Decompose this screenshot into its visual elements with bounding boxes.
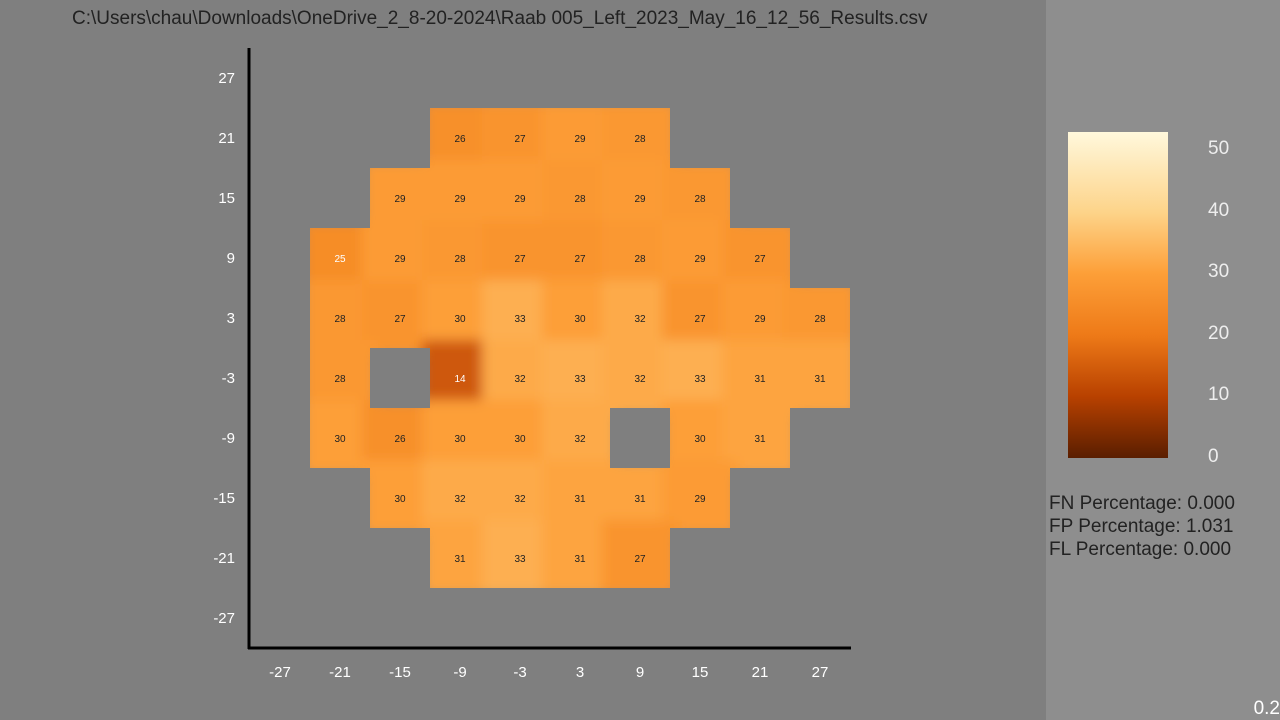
cell-value-label: 28 [814, 314, 826, 325]
cell-value-label: 30 [574, 314, 586, 325]
cell-value-label: 29 [394, 254, 406, 265]
x-tick-labels: -27 -21 -15 -9 -3 3 9 15 21 27 [269, 664, 828, 681]
heatmap-cells [310, 108, 850, 588]
cell-value-label: 33 [574, 374, 586, 385]
y-tick-label: -3 [222, 370, 235, 387]
x-tick-label: -15 [389, 664, 411, 681]
cell-value-label: 28 [334, 314, 346, 325]
colorbar-tick-label: 40 [1208, 199, 1230, 221]
file-path-title: C:\Users\chau\Downloads\OneDrive_2_8-20-… [72, 8, 928, 29]
y-tick-label: 21 [218, 130, 235, 147]
cell-value-label: 31 [814, 374, 826, 385]
cell-value-label: 25 [334, 254, 346, 265]
y-tick-label: -27 [213, 610, 235, 627]
cell-value-label: 28 [334, 374, 346, 385]
x-tick-label: -3 [513, 664, 526, 681]
x-tick-label: 21 [752, 664, 769, 681]
cell-value-label: 33 [514, 554, 526, 565]
colorbar-gradient [1068, 132, 1168, 458]
cell-value-label: 28 [454, 254, 466, 265]
cell-value-label: 30 [514, 434, 526, 445]
x-tick-label: -27 [269, 664, 291, 681]
cell-value-label: 27 [694, 314, 706, 325]
cell-value-label: 31 [454, 554, 466, 565]
fl-percentage: FL Percentage: 0.000 [1049, 539, 1232, 560]
cell-value-label: 28 [634, 254, 646, 265]
colorbar-tick-label: 10 [1208, 384, 1230, 406]
cell-value-label: 29 [694, 494, 706, 505]
cell-value-label: 32 [634, 374, 646, 385]
cell-value-label: 28 [694, 194, 706, 205]
version-label: 0.2 [1253, 698, 1280, 719]
colorbar [1068, 132, 1168, 458]
cell-value-label: 27 [514, 134, 526, 145]
cell-value-label: 32 [634, 314, 646, 325]
cell-value-label: 27 [754, 254, 766, 265]
colorbar-tick-label: 20 [1208, 322, 1230, 344]
visual-field-plot: 26 27 29 28 29 29 29 28 29 28 25 29 28 27 27 28 29 27 28 27… [213, 48, 851, 681]
fn-percentage: FN Percentage: 0.000 [1049, 493, 1235, 514]
colorbar-tick-label: 50 [1208, 138, 1230, 160]
x-tick-label: -21 [329, 664, 351, 681]
y-tick-label: -15 [213, 490, 235, 507]
cell-value-label: 31 [574, 494, 586, 505]
colorbar-tick-label: 0 [1208, 446, 1219, 467]
cell-value-label: 32 [574, 434, 586, 445]
y-tick-label: 15 [218, 190, 235, 207]
cell-value-label: 29 [574, 134, 586, 145]
cell-value-label: 33 [694, 374, 706, 385]
cell-value-label: 29 [634, 194, 646, 205]
cell-value-labels: 26 27 29 28 29 29 29 28 29 28 25 29 28 27 27 28 29 27 28 27… [334, 134, 826, 565]
cell-value-label: 30 [394, 494, 406, 505]
x-tick-label: 3 [576, 664, 584, 681]
colorbar-tick-label: 30 [1208, 261, 1230, 283]
cell-value-label: 30 [334, 434, 346, 445]
cell-value-label: 27 [394, 314, 406, 325]
cell-value-label: 27 [634, 554, 646, 565]
cell-value-label: 30 [454, 314, 466, 325]
y-tick-labels: 27 21 15 9 3 -3 -9 -15 -21 -27 [213, 70, 235, 627]
x-tick-label: -9 [453, 664, 466, 681]
blind-spot-cell [370, 348, 430, 408]
cell-value-label: 32 [454, 494, 466, 505]
heatmap-cell [602, 520, 678, 588]
cell-value-label: 28 [634, 134, 646, 145]
cell-value-label: 31 [634, 494, 646, 505]
y-tick-label: 27 [218, 70, 235, 87]
cell-value-label: 33 [514, 314, 526, 325]
cell-value-label: 31 [754, 374, 766, 385]
blind-spot-cell [610, 408, 670, 468]
cell-value-label: 27 [574, 254, 586, 265]
y-tick-label: 9 [227, 250, 235, 267]
cell-value-label: 28 [574, 194, 586, 205]
cell-value-label: 31 [574, 554, 586, 565]
cell-value-label: 32 [514, 374, 526, 385]
cell-value-label: 30 [454, 434, 466, 445]
cell-value-label: 29 [514, 194, 526, 205]
blind-spot-cells [370, 348, 670, 468]
y-tick-label: -9 [222, 430, 235, 447]
cell-value-label: 29 [394, 194, 406, 205]
x-tick-label: 9 [636, 664, 644, 681]
cell-value-label: 14 [454, 374, 466, 385]
cell-value-label: 32 [514, 494, 526, 505]
y-tick-label: -21 [213, 550, 235, 567]
y-tick-label: 3 [227, 310, 235, 327]
cell-value-label: 29 [754, 314, 766, 325]
cell-value-label: 30 [694, 434, 706, 445]
cell-value-label: 26 [454, 134, 466, 145]
cell-value-label: 27 [514, 254, 526, 265]
cell-value-label: 26 [394, 434, 406, 445]
cell-value-label: 29 [454, 194, 466, 205]
cell-value-label: 31 [754, 434, 766, 445]
cell-value-label: 29 [694, 254, 706, 265]
x-tick-label: 27 [812, 664, 829, 681]
x-tick-label: 15 [692, 664, 709, 681]
fp-percentage: FP Percentage: 1.031 [1049, 516, 1234, 537]
